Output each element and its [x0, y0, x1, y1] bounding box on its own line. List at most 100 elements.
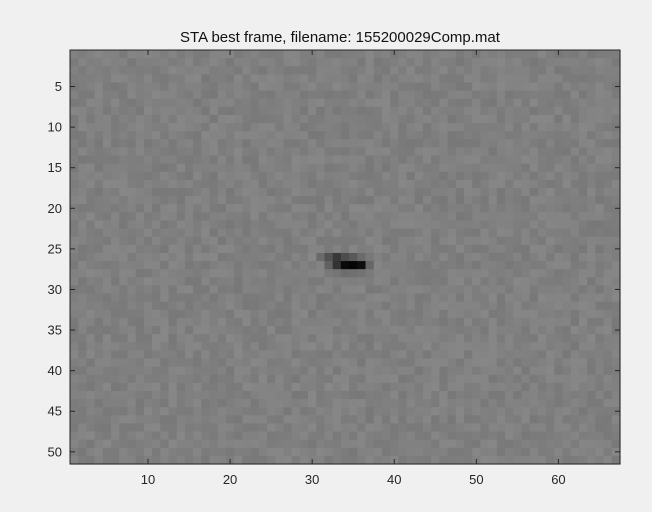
heatmap-cell	[234, 277, 243, 287]
heatmap-cell	[127, 455, 137, 465]
heatmap-cell	[316, 90, 326, 100]
heatmap-cell	[332, 163, 342, 173]
heatmap-cell	[373, 399, 383, 408]
heatmap-cell	[357, 374, 367, 384]
heatmap-cell	[234, 179, 243, 189]
heatmap-cell	[406, 309, 416, 319]
heatmap-cell	[464, 58, 473, 67]
heatmap-cell	[332, 317, 342, 327]
heatmap-cell	[127, 423, 137, 433]
heatmap-cell	[267, 309, 276, 319]
heatmap-cell	[340, 147, 350, 157]
heatmap-cell	[160, 431, 170, 441]
heatmap-cell	[275, 244, 285, 254]
heatmap-cell	[603, 179, 613, 189]
heatmap-cell	[283, 131, 293, 140]
heatmap-cell	[422, 252, 432, 262]
heatmap-cell	[529, 236, 539, 246]
heatmap-cell	[505, 171, 514, 181]
heatmap-cell	[168, 317, 178, 327]
heatmap-cell	[78, 188, 88, 197]
heatmap-cell	[78, 399, 88, 408]
heatmap-cell	[349, 147, 358, 157]
heatmap-cell	[521, 390, 531, 400]
heatmap-cell	[299, 171, 309, 181]
heatmap-cell	[546, 366, 555, 376]
heatmap-cell	[431, 106, 440, 116]
heatmap-cell	[283, 285, 293, 295]
heatmap-cell	[611, 139, 621, 149]
heatmap-cell	[357, 50, 367, 59]
heatmap-cell	[439, 244, 449, 254]
heatmap-cell	[250, 236, 260, 246]
heatmap-cell	[275, 447, 285, 457]
heatmap-cell	[381, 334, 391, 343]
heatmap-cell	[414, 358, 424, 368]
heatmap-cell	[275, 131, 285, 140]
heatmap-cell	[365, 244, 375, 254]
heatmap-cell	[193, 326, 202, 335]
heatmap-cell	[275, 58, 285, 67]
heatmap-cell	[70, 423, 79, 433]
heatmap-cell	[365, 188, 375, 197]
heatmap-cell	[611, 293, 621, 303]
heatmap-cell	[127, 98, 137, 108]
heatmap-cell	[496, 163, 506, 173]
heatmap-cell	[521, 350, 531, 360]
heatmap-cell	[414, 163, 424, 173]
heatmap-cell	[111, 358, 120, 368]
heatmap-cell	[102, 390, 112, 400]
heatmap-cell	[119, 293, 129, 303]
heatmap-cell	[119, 66, 129, 75]
heatmap-cell	[595, 228, 605, 238]
heatmap-cell	[176, 261, 186, 270]
heatmap-cell	[439, 326, 449, 335]
heatmap-cell	[365, 374, 375, 384]
heatmap-cell	[521, 90, 531, 100]
heatmap-cell	[283, 106, 293, 116]
heatmap-cell	[422, 220, 432, 230]
heatmap-cell	[258, 252, 268, 262]
heatmap-cell	[505, 131, 514, 140]
heatmap-cell	[275, 423, 285, 433]
heatmap-cell	[365, 196, 375, 205]
heatmap-cell	[135, 447, 145, 457]
heatmap-cell	[513, 171, 523, 181]
heatmap-cell	[308, 196, 317, 205]
heatmap-cell	[275, 106, 285, 116]
heatmap-cell	[480, 252, 490, 262]
heatmap-cell	[234, 114, 243, 124]
heatmap-cell	[349, 196, 358, 205]
heatmap-cell	[464, 163, 473, 173]
heatmap-cell	[496, 98, 506, 108]
heatmap-cell	[381, 228, 391, 238]
heatmap-cell	[546, 285, 555, 295]
heatmap-cell	[119, 399, 129, 408]
heatmap-cell	[373, 123, 383, 132]
heatmap-cell	[513, 358, 523, 368]
heatmap-cell	[242, 390, 252, 400]
heatmap-cell	[578, 98, 588, 108]
heatmap-cell	[201, 390, 211, 400]
heatmap-cell	[365, 204, 375, 213]
heatmap-cell	[201, 382, 211, 392]
heatmap-cell	[184, 74, 194, 84]
heatmap-cell	[258, 82, 268, 92]
heatmap-cell	[537, 358, 547, 368]
heatmap-cell	[283, 277, 293, 287]
heatmap-cell	[398, 301, 408, 311]
heatmap-cell	[595, 415, 605, 425]
heatmap-cell	[176, 163, 186, 173]
heatmap-cell	[570, 179, 580, 189]
heatmap-cell	[505, 58, 514, 67]
heatmap-cell	[217, 447, 227, 457]
heatmap-cell	[480, 374, 490, 384]
heatmap-cell	[603, 220, 613, 230]
heatmap-cell	[308, 163, 317, 173]
heatmap-cell	[513, 261, 523, 270]
heatmap-cell	[308, 228, 317, 238]
heatmap-cell	[152, 155, 161, 165]
heatmap-cell	[414, 390, 424, 400]
heatmap-cell	[176, 342, 186, 351]
heatmap-cell	[455, 382, 465, 392]
